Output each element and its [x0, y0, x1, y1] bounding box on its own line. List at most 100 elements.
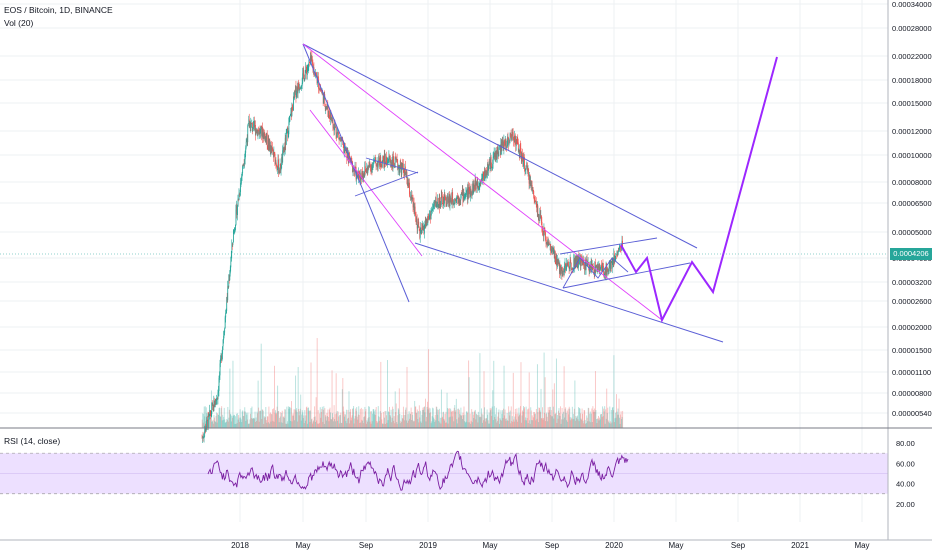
volume-bar — [517, 413, 519, 428]
candle-body — [525, 166, 527, 169]
volume-bar — [310, 410, 311, 428]
candle-body — [546, 242, 548, 246]
volume-bar — [542, 419, 544, 428]
volume-bar — [346, 418, 348, 428]
candle-body — [278, 170, 280, 174]
volume-bar — [258, 421, 260, 428]
candle-body — [428, 217, 430, 220]
candle-body — [439, 197, 441, 209]
volume-bar — [578, 421, 580, 428]
candle-body — [383, 154, 385, 167]
candle-body — [509, 140, 511, 142]
volume-bar — [575, 418, 577, 428]
volume-bar — [409, 413, 411, 428]
candle-body — [382, 157, 384, 160]
volume-bar — [522, 410, 523, 428]
candle-body — [467, 189, 468, 200]
time-axis-tick: Sep — [545, 541, 560, 550]
candle-body — [475, 178, 477, 186]
volume-bar — [618, 414, 619, 428]
trendline-drawings — [0, 43, 888, 343]
candle-body — [293, 96, 294, 111]
volume-indicator-label[interactable]: Vol (20) — [4, 18, 34, 28]
candle-body — [460, 194, 462, 201]
volume-bar — [547, 407, 549, 428]
candle-body — [591, 260, 593, 268]
candle-body — [507, 136, 509, 138]
volume-bar — [229, 413, 231, 428]
candle-body — [283, 148, 285, 152]
candle-body — [566, 263, 568, 270]
candle-body — [604, 268, 606, 274]
candle-body — [441, 195, 443, 204]
volume-bar — [614, 412, 616, 428]
volume-bar — [320, 417, 322, 428]
time-axis-tick: 2021 — [791, 541, 809, 550]
candle-body — [338, 133, 340, 136]
volume-bar — [249, 419, 251, 428]
volume-bar — [322, 409, 324, 428]
candle-body — [612, 258, 614, 261]
volume-bar — [280, 412, 282, 428]
price-axis-tick: 0.00015000 — [892, 99, 932, 108]
candle-body — [553, 249, 555, 258]
candle-body — [290, 114, 291, 116]
candle-body — [563, 271, 565, 273]
volume-bar — [241, 411, 243, 428]
candle-body — [450, 197, 452, 202]
candle-body — [589, 265, 591, 268]
volume-bar — [524, 406, 526, 428]
candle-body — [377, 162, 379, 168]
candle-body — [321, 92, 323, 94]
volume-bar — [489, 408, 491, 428]
volume-bar — [596, 422, 598, 428]
volume-bar — [412, 414, 414, 428]
candle-body — [426, 218, 427, 226]
volume-bar — [572, 413, 574, 428]
candle-body — [396, 159, 398, 161]
candle-body — [479, 182, 481, 186]
candle-body — [519, 146, 521, 158]
candle-body — [216, 400, 217, 401]
symbol-title[interactable]: EOS / Bitcoin, 1D, BINANCE — [4, 5, 113, 15]
volume-bar — [359, 409, 361, 428]
candle-body — [419, 232, 421, 238]
candle-body — [359, 172, 361, 179]
volume-bar — [416, 409, 418, 428]
candle-body — [391, 162, 392, 167]
rsi-line — [207, 450, 629, 491]
candle-body — [609, 262, 611, 269]
candle-body — [274, 151, 275, 154]
candle-body — [431, 210, 432, 212]
volume-bar — [297, 367, 299, 428]
rsi-indicator-label[interactable]: RSI (14, close) — [4, 436, 61, 446]
candle-body — [361, 171, 363, 180]
candle-body — [328, 110, 330, 116]
candle-body — [574, 256, 576, 268]
candle-body — [602, 262, 604, 267]
candle-body — [428, 216, 429, 218]
candle-body — [233, 232, 234, 243]
candle-body — [248, 119, 250, 128]
candle-body — [309, 61, 310, 63]
candle-body — [245, 141, 247, 148]
volume-bar — [594, 371, 596, 428]
candle-body — [247, 125, 249, 143]
candle-body — [556, 258, 558, 268]
volume-bar — [394, 391, 396, 428]
volume-bar — [498, 409, 500, 428]
candle-body — [367, 166, 368, 173]
candle-body — [374, 157, 376, 160]
volume-bar — [232, 360, 234, 428]
volume-bar — [298, 415, 300, 428]
volume-bar — [527, 409, 529, 428]
magenta-trend-line-2 — [309, 109, 423, 257]
volume-bar — [314, 416, 316, 428]
volume-bar — [262, 410, 264, 428]
candle-body — [549, 243, 551, 245]
volume-bar — [558, 408, 560, 428]
candle-body — [323, 94, 325, 104]
candle-body — [415, 215, 417, 217]
volume-bar — [325, 416, 327, 428]
